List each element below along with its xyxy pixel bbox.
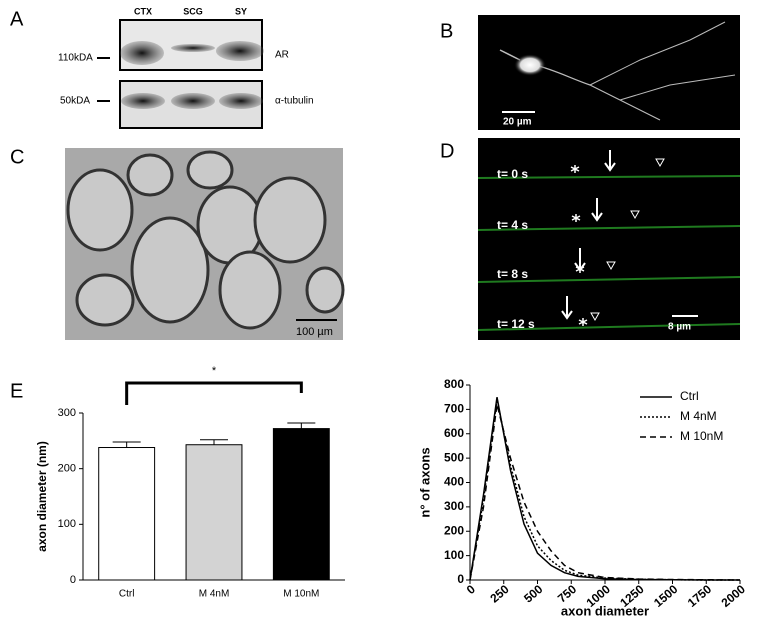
line-series [469,399,740,581]
y-tick-label: 400 [444,475,464,489]
y-tick-label: 0 [70,574,76,586]
significance-label: * [212,365,217,377]
micrograph [478,138,740,340]
marker-label: 110kDA [58,53,93,64]
marker-label: 50kDA [60,96,90,107]
y-tick-label: 300 [444,499,464,513]
y-tick-label: 200 [444,523,464,537]
panel-label: A [10,8,24,30]
blot-band [171,44,215,52]
panel-label: D [440,140,454,162]
y-tick-label: 800 [444,377,464,391]
blot-band [171,93,215,109]
scale-label: 20 µm [503,117,532,128]
y-tick-label: 100 [58,518,76,530]
y-axis-label: axon diameter (nm) [35,441,49,552]
column-label: CTX [134,6,152,16]
y-tick-label: 500 [444,450,464,464]
x-tick-label: 250 [487,582,512,606]
y-tick-label: 600 [444,426,464,440]
legend-label: Ctrl [680,389,699,403]
timepoint: t= 4 s [497,218,528,232]
blot-band [120,41,164,65]
triangles [590,158,665,322]
x-tick-label: 1500 [651,582,681,610]
axon-tracks [477,175,741,331]
panel-label: C [10,146,24,168]
x-tick-label: 2000 [719,582,749,610]
asterisks [570,165,588,326]
column-label: SY [235,6,247,16]
legend-label: M 4nM [680,409,717,423]
x-axis-label: axon diameter [561,603,649,618]
y-tick-label: 700 [444,402,464,416]
scale-label: 100 µm [296,326,333,338]
arrows [561,150,616,320]
x-tick-label: 750 [555,582,580,606]
line-series [469,397,740,581]
scale-label: 8 µm [668,322,691,333]
bar [98,447,156,581]
panel-label: B [440,20,453,42]
axon-profiles [66,150,345,330]
bar [272,428,330,581]
x-tick-label: M 10nM [283,589,319,600]
x-tick-label: 0 [464,582,478,597]
legend-label: M 10nM [680,429,723,443]
y-tick-label: 200 [58,463,76,475]
x-tick-label: 500 [521,582,546,606]
timepoint: t= 0 s [497,167,528,181]
protein-label: α-tubulin [275,96,314,107]
timepoint: t= 12 s [497,317,535,331]
panel-label: E [10,380,23,402]
soma [514,54,546,76]
timepoint: t= 8 s [497,267,528,281]
bar [185,444,243,581]
y-tick-label: 100 [444,548,464,562]
column-label: SCG [183,6,203,16]
y-tick-label: 0 [457,572,464,586]
line-series [469,404,741,581]
blot-band [216,41,264,61]
x-tick-label: M 4nM [199,589,230,600]
blot-band [219,93,263,109]
y-axis-label: n° of axons [417,447,432,517]
protein-label: AR [275,50,289,61]
y-tick-label: 300 [58,407,76,419]
blot-band [121,93,165,109]
x-tick-label: Ctrl [119,589,135,600]
x-tick-label: 1750 [685,582,715,610]
significance-bracket [125,381,303,405]
